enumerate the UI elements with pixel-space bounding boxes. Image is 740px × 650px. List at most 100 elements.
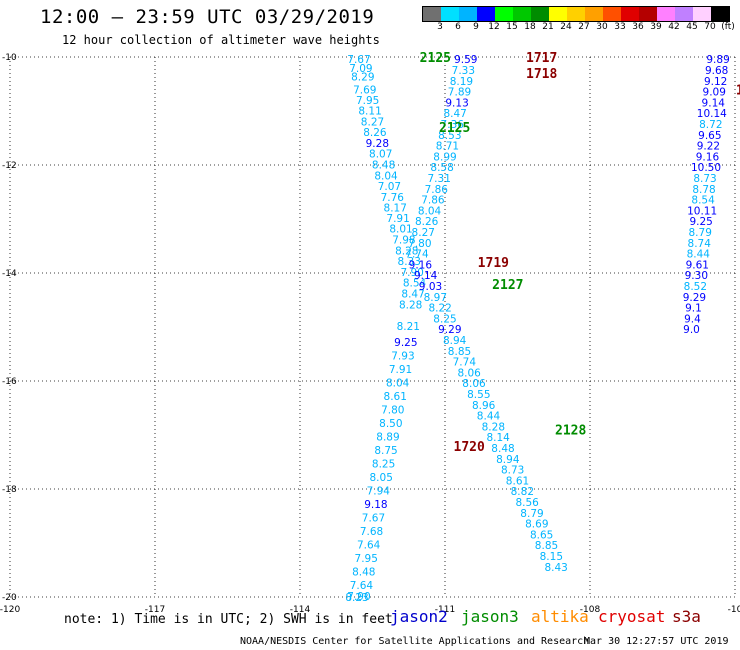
y-tick-label: -20: [2, 593, 17, 603]
wave-height-point: 7.93: [391, 351, 414, 363]
x-tick-label: -10: [728, 605, 740, 615]
wave-height-point: 9.12: [704, 76, 727, 88]
wave-height-point: 7.07: [378, 181, 401, 193]
wave-height-point: 8.04: [418, 205, 442, 217]
wave-height-point: 8.75: [374, 445, 397, 457]
wave-height-point: 8.71: [436, 141, 459, 153]
wave-height-point: 8.94: [496, 454, 520, 466]
y-tick-label: -12: [2, 161, 17, 171]
wave-height-point: 8.04: [374, 170, 398, 182]
wave-height-point: 7.90: [347, 591, 370, 603]
wave-height-point: 8.44: [687, 249, 711, 261]
colorbar-swatch: [693, 7, 711, 21]
wave-height-point: 9.89: [706, 54, 729, 66]
wave-height-point: 8.61: [506, 475, 529, 487]
legend-item-jason3: jason3: [461, 607, 519, 626]
colorbar-swatch: [603, 7, 621, 21]
legend-item-s3a: s3a: [672, 607, 701, 626]
legend-item-jason2: jason2: [390, 607, 448, 626]
wave-height-point: 9.29: [438, 324, 461, 336]
note-text: note: 1) Time is in UTC; 2) SWH is in fe…: [64, 612, 393, 627]
wave-height-point: 8.50: [379, 418, 402, 430]
wave-height-point: 8.25: [372, 459, 395, 471]
wave-height-point: 7.67: [347, 54, 370, 66]
wave-height-point: 8.54: [691, 195, 715, 207]
wave-height-point: 8.15: [540, 551, 563, 563]
colorbar-label: 27: [578, 22, 590, 32]
colorbar-label: 3: [437, 22, 443, 32]
colorbar-label: 36: [632, 22, 644, 32]
wave-height-point: 8.82: [511, 486, 534, 498]
wave-height-point: 8.14: [486, 432, 510, 444]
wave-height-point: 9.03: [419, 281, 442, 293]
wave-height-point: 7.68: [360, 526, 383, 538]
wave-height-point: 8.04: [386, 378, 410, 390]
track-label: 1718: [526, 67, 557, 82]
wave-height-point: 8.85: [448, 346, 471, 358]
data-points: 7.677.098.297.697.958.118.278.269.288.07…: [345, 54, 729, 604]
colorbar-swatch: [657, 7, 675, 21]
wave-height-point: 9.68: [705, 65, 728, 77]
colorbar-swatch: [621, 7, 639, 21]
track-label: 1720: [454, 440, 485, 455]
track-label: 1719: [478, 256, 509, 271]
y-tick-label: -16: [2, 377, 17, 387]
wave-height-point: 7.33: [452, 65, 475, 77]
colorbar-swatch: [459, 7, 477, 21]
colorbar-label: 24: [560, 22, 572, 32]
x-tick-label: -108: [580, 605, 601, 615]
colorbar-label: 70: [704, 22, 716, 32]
x-tick-label: -114: [290, 605, 311, 615]
wave-height-point: 7.76: [381, 192, 405, 204]
wave-height-point: 7.80: [381, 405, 404, 417]
wave-height-point: 9.0: [683, 324, 700, 336]
footer-timestamp: Mar 30 12:27:57 UTC 2019: [584, 636, 729, 647]
wave-height-point: 9.18: [364, 499, 387, 511]
wave-height-point: 7.90: [400, 267, 423, 279]
wave-height-point: 7.36: [441, 119, 465, 131]
wave-height-point: 9.1: [685, 303, 702, 315]
wave-height-point: 7.94: [367, 486, 391, 498]
wave-height-point: 7.91: [389, 364, 412, 376]
wave-height-point: 10.50: [691, 162, 721, 174]
wave-height-point: 7.64: [357, 540, 381, 552]
wave-height-point: 7.64: [350, 580, 374, 592]
wave-height-point: 8.27: [361, 116, 384, 128]
wave-height-point: 8.48: [491, 443, 514, 455]
wave-height-point: 9.30: [685, 270, 708, 282]
y-tick-label: -14: [2, 269, 17, 279]
x-tick-label: -117: [145, 605, 165, 615]
wave-height-point: 8.99: [433, 151, 456, 163]
wave-height-point: 8.47: [443, 108, 466, 120]
colorbar-label: (ft): [721, 22, 735, 32]
wave-height-point: 8.74: [688, 238, 712, 250]
wave-height-point: 8.72: [699, 119, 722, 131]
wave-height-point: 7.95: [356, 95, 379, 107]
colorbar-swatch: [441, 7, 459, 21]
wave-height-point: 8.53: [438, 130, 461, 142]
wave-height-point: 8.05: [370, 472, 393, 484]
wave-height-point: 8.85: [535, 540, 558, 552]
wave-height-point: 8.33: [398, 256, 421, 268]
wave-height-point: 8.61: [384, 391, 407, 403]
colorbar-swatch: [549, 7, 567, 21]
wave-height-point: 7.74: [405, 249, 429, 261]
wave-height-point: 8.48: [372, 159, 395, 171]
wave-height-point: 8.73: [501, 465, 524, 477]
track-label: 1717: [526, 51, 557, 66]
colorbar-swatch: [711, 7, 729, 21]
wave-height-point: 8.25: [433, 313, 456, 325]
wave-height-point: 10.14: [697, 108, 727, 120]
wave-height-point: 8.01: [389, 224, 412, 236]
wave-height-point: 8.94: [443, 335, 467, 347]
wave-height-point: 9.13: [445, 97, 468, 109]
colorbar-label: 30: [596, 22, 608, 32]
wave-height-point: 8.47: [401, 289, 424, 301]
wave-height-point: 8.17: [384, 203, 407, 215]
wave-height-point: 9.16: [409, 259, 433, 271]
wave-height-point: 9.25: [689, 216, 712, 228]
wave-height-point: 8.52: [684, 281, 707, 293]
track-label: 2125: [420, 51, 451, 66]
